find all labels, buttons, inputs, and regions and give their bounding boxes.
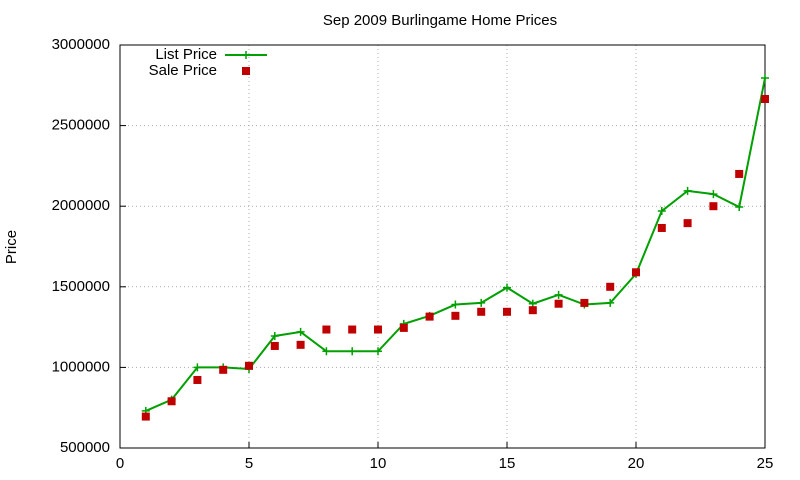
legend-swatch (242, 51, 250, 59)
point (657, 223, 666, 232)
point (270, 331, 279, 340)
point (245, 361, 253, 370)
y-tick-label: 2000000 (52, 197, 110, 214)
point (683, 186, 692, 195)
point (322, 347, 331, 356)
x-tick-label: 15 (499, 455, 516, 472)
legend-swatch (242, 67, 250, 75)
point (477, 298, 486, 307)
point (296, 327, 305, 336)
y-tick-label: 3000000 (52, 36, 110, 53)
point (296, 340, 305, 349)
point (735, 203, 744, 212)
point (709, 202, 718, 211)
point (683, 219, 692, 228)
point (348, 325, 357, 334)
point (606, 282, 615, 291)
point (632, 268, 640, 277)
point (657, 207, 666, 216)
point (167, 397, 176, 406)
line (145, 77, 766, 412)
x-tick-label: 0 (116, 455, 124, 472)
point (193, 375, 202, 384)
point (322, 325, 331, 334)
point (503, 307, 511, 316)
point (193, 363, 202, 372)
point (399, 323, 408, 332)
point (477, 307, 486, 316)
x-tick-label: 25 (757, 455, 774, 472)
point (606, 298, 615, 307)
point (735, 169, 744, 178)
point (270, 341, 279, 350)
y-tick-label: 1000000 (52, 358, 110, 375)
point (374, 347, 382, 356)
y-tick-label: 2500000 (52, 117, 110, 134)
x-tick-label: 10 (370, 455, 387, 472)
point (374, 325, 382, 334)
point (425, 312, 434, 321)
y-tick-label: 500000 (60, 439, 110, 456)
point (141, 412, 150, 421)
point (348, 347, 357, 356)
legend-label: List Price (155, 46, 217, 63)
point (761, 95, 769, 104)
point (451, 300, 460, 309)
point (554, 290, 563, 299)
y-axis-label: Price (3, 230, 20, 264)
y-tick-label: 1500000 (52, 278, 110, 295)
chart-title: Sep 2009 Burlingame Home Prices (323, 12, 557, 29)
point (761, 74, 769, 83)
point (503, 283, 511, 292)
point (219, 365, 228, 374)
point (554, 299, 563, 308)
plot-frame (119, 44, 766, 449)
legend-label: Sale Price (149, 62, 217, 79)
x-tick-label: 5 (245, 455, 253, 472)
point (451, 311, 460, 320)
x-tick-label: 20 (628, 455, 645, 472)
point (580, 298, 589, 307)
point (528, 306, 537, 315)
point (709, 190, 718, 199)
